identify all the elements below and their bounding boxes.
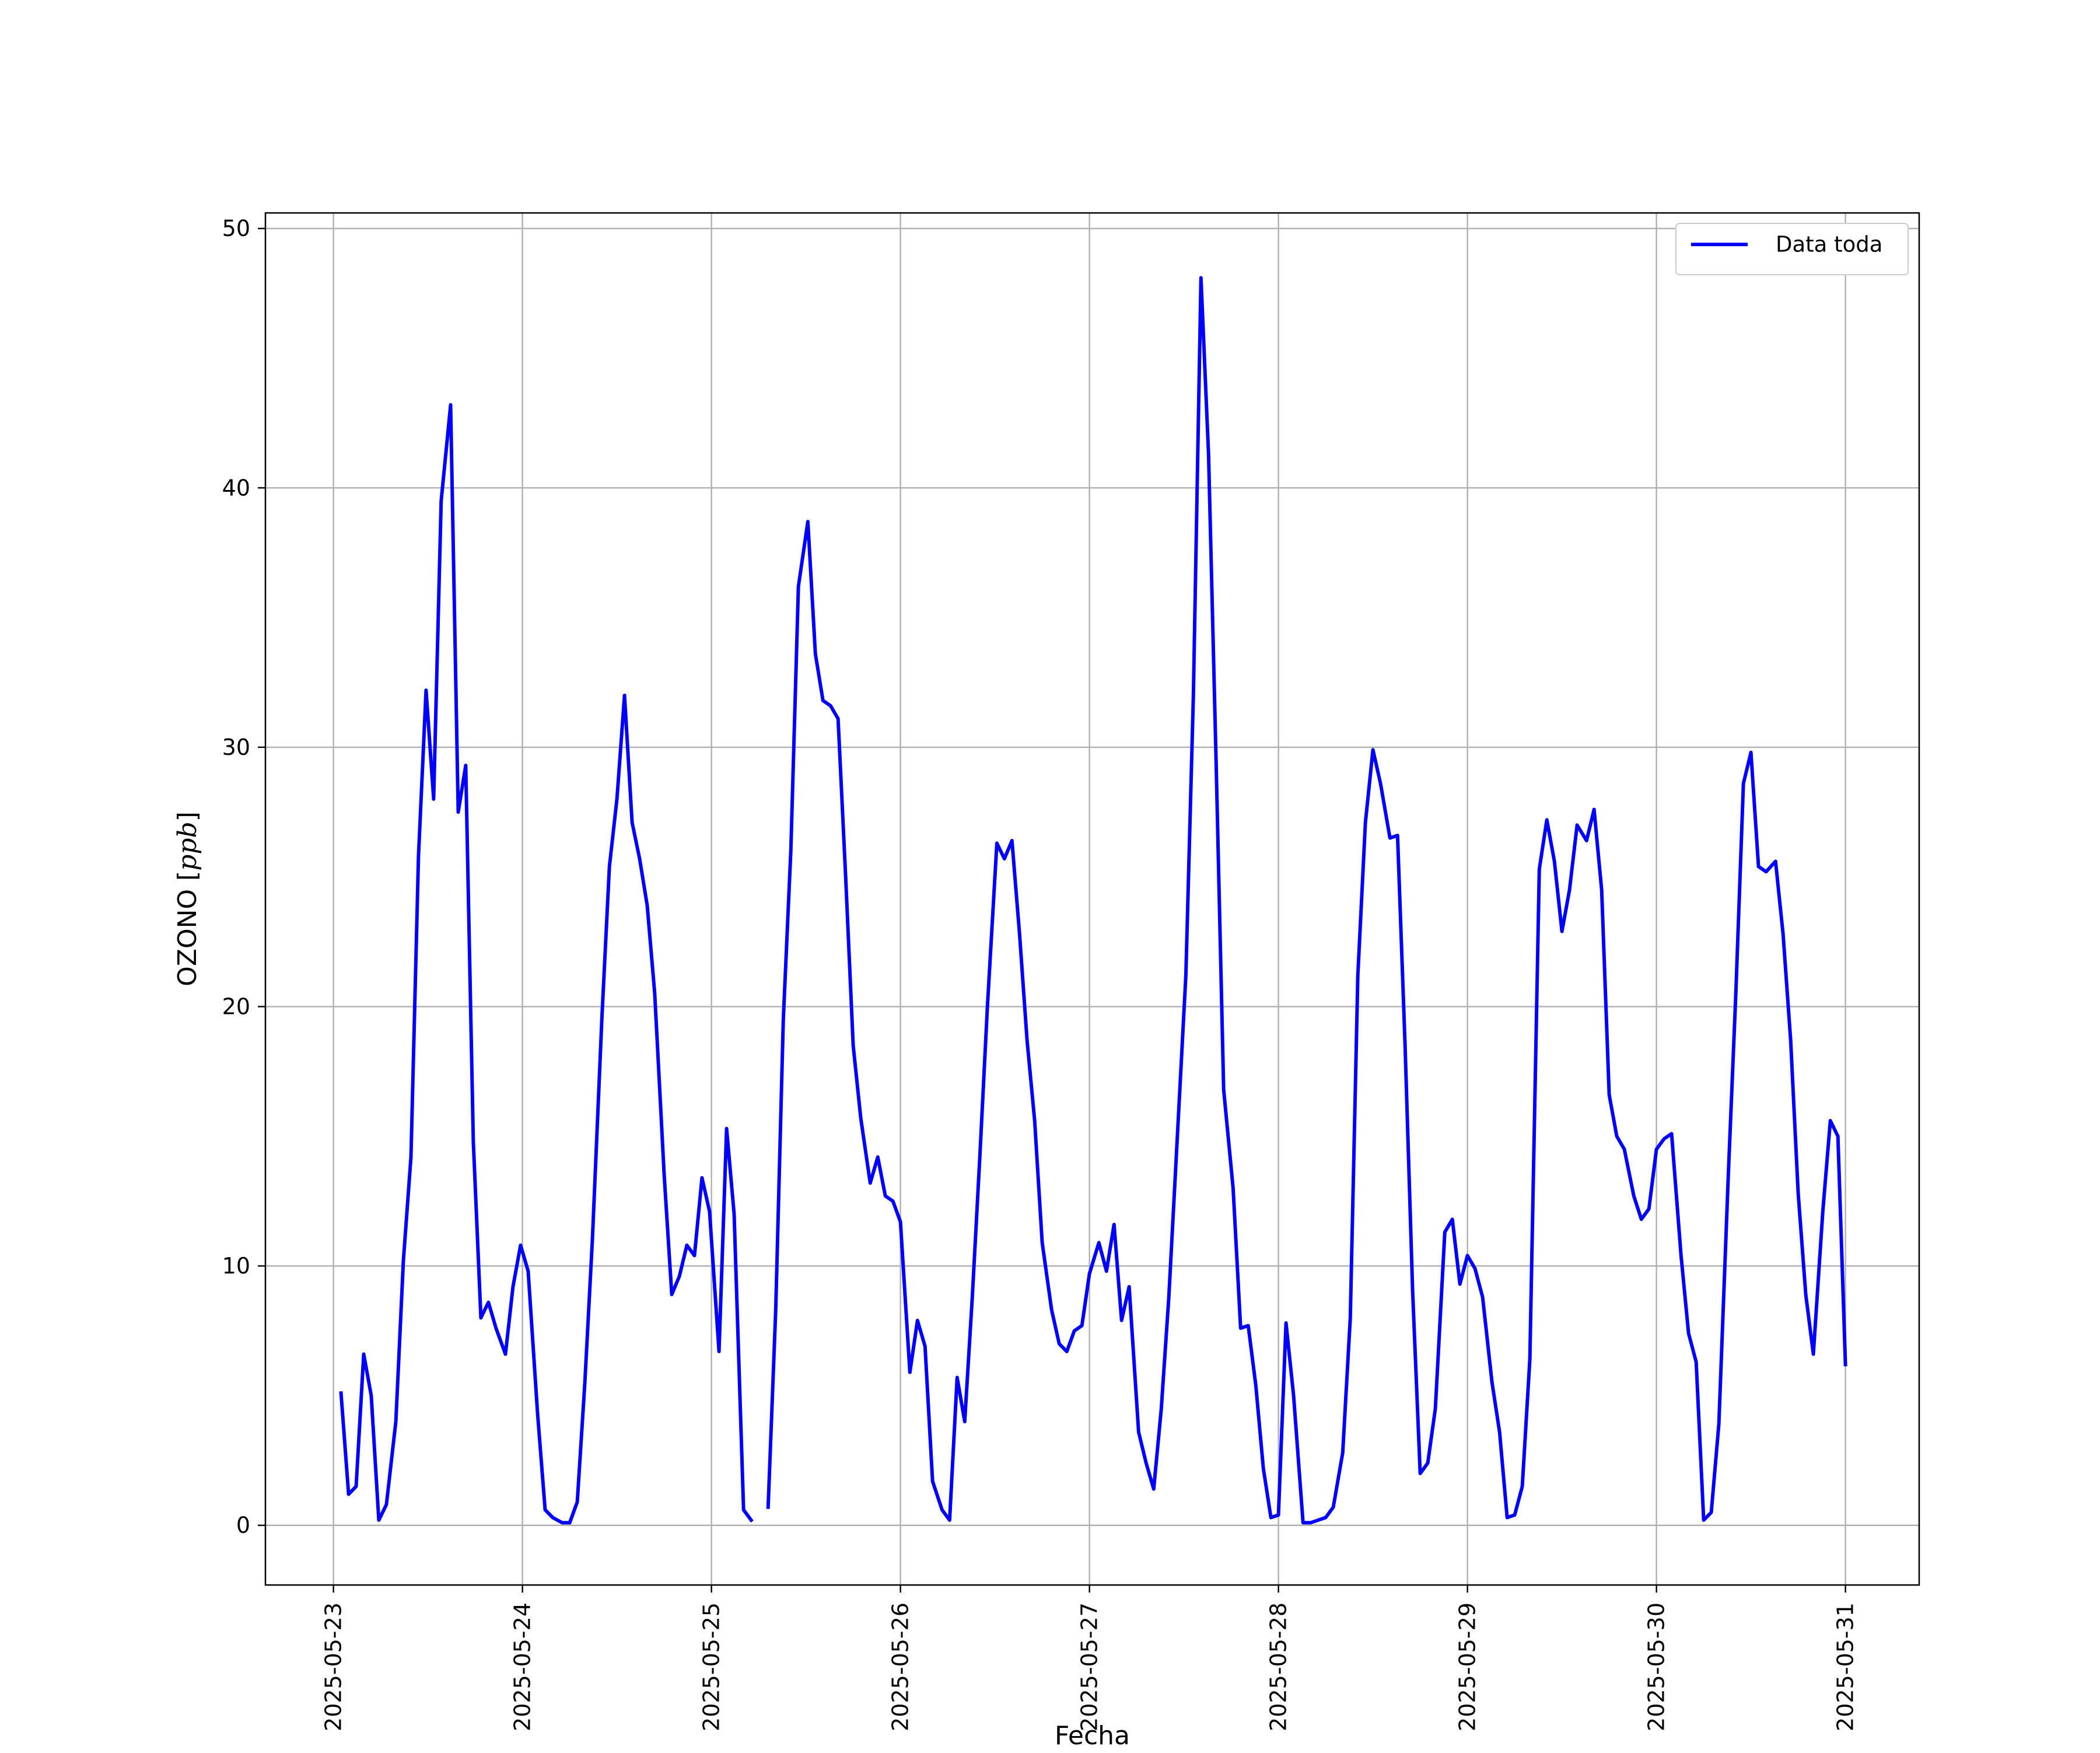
y-tick-label: 10 bbox=[222, 1253, 250, 1279]
y-axis-label: OZONO [ppb] bbox=[173, 811, 202, 986]
y-tick-label: 50 bbox=[222, 216, 250, 242]
x-tick-label: 2025-05-23 bbox=[321, 1602, 346, 1731]
y-axis-label-unit: ppb bbox=[173, 821, 202, 871]
tick-layer: 2025-05-23 2025-05-24 2025-05-25 2025-05-26… bbox=[222, 216, 1859, 1731]
x-tick-label: 2025-05-27 bbox=[1077, 1602, 1102, 1731]
legend: Data toda bbox=[1675, 223, 1909, 275]
x-axis-label: Fecha bbox=[1055, 1721, 1130, 1750]
y-tick-label: 40 bbox=[222, 475, 250, 501]
legend-box bbox=[1675, 223, 1909, 275]
plot-frame bbox=[264, 212, 1920, 1586]
series-layer bbox=[339, 276, 1847, 1525]
x-tick-label: 2025-05-28 bbox=[1266, 1602, 1292, 1731]
x-tick-label: 2025-05-31 bbox=[1833, 1602, 1859, 1731]
y-tick-label: 20 bbox=[222, 994, 250, 1020]
x-tick-label: 2025-05-30 bbox=[1644, 1602, 1670, 1731]
y-tick-label: 0 bbox=[236, 1513, 250, 1538]
x-tick-label: 2025-05-29 bbox=[1455, 1602, 1480, 1731]
y-tick-label: 30 bbox=[222, 734, 250, 760]
x-tick-label: 2025-05-24 bbox=[510, 1602, 536, 1731]
series-line-data-toda bbox=[766, 276, 1847, 1525]
legend-label-data-toda: Data toda bbox=[1776, 232, 1882, 257]
y-axis-label-close: ] bbox=[173, 811, 202, 821]
series-line-data-toda bbox=[339, 403, 754, 1525]
x-tick-label: 2025-05-26 bbox=[888, 1602, 914, 1731]
x-tick-label: 2025-05-25 bbox=[699, 1602, 724, 1731]
y-axis-label-text: OZONO [ bbox=[173, 871, 202, 986]
